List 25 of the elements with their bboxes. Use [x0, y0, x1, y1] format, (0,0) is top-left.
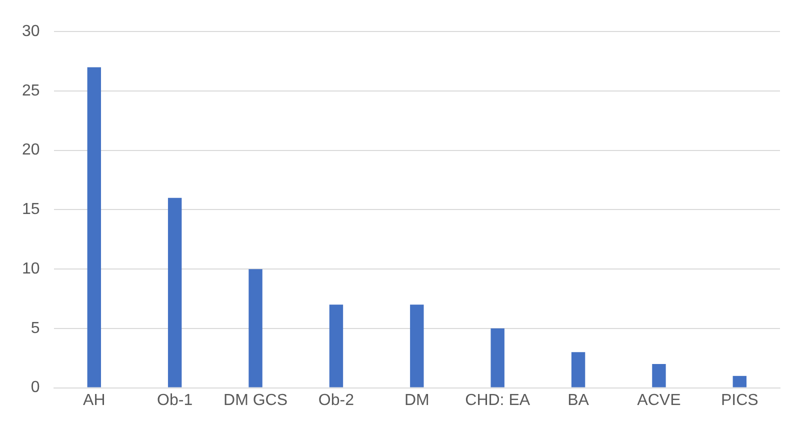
y-tick-label: 30: [22, 23, 40, 40]
y-tick-label: 10: [22, 260, 40, 278]
bar: [168, 198, 182, 388]
x-tick-label: Ob-2: [318, 392, 354, 409]
y-tick-label: 15: [22, 201, 40, 218]
y-tick-label: 25: [22, 82, 40, 100]
bar: [329, 304, 344, 388]
x-tick-label: DM: [404, 392, 430, 409]
x-tick-label: BA: [568, 392, 590, 409]
x-tick-label: Ob-1: [157, 392, 193, 409]
y-tick-label: 20: [22, 142, 40, 159]
y-tick-label: 5: [30, 320, 40, 337]
x-tick-label: PICS: [720, 392, 758, 409]
bar: [87, 67, 101, 388]
y-tick-label: 0: [30, 379, 40, 396]
x-tick-label: CHD: EA: [465, 392, 530, 409]
x-tick-label: DM GCS: [224, 392, 288, 409]
bar: [248, 269, 262, 388]
x-tick-label: AH: [83, 392, 106, 409]
bar: [732, 376, 747, 388]
bar: [571, 352, 586, 388]
bar: [410, 304, 424, 388]
bar: [490, 328, 504, 388]
bar: [652, 364, 666, 388]
x-tick-label: ACVE: [637, 392, 681, 409]
